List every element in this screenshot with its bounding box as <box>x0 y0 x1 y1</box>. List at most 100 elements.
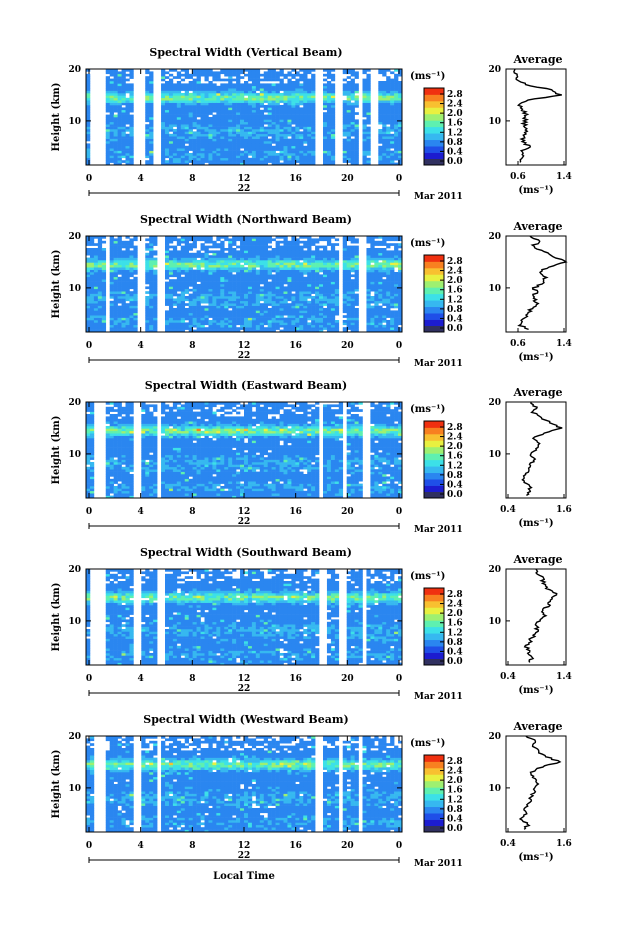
heatmap-cell <box>121 312 126 316</box>
heatmap-cell <box>279 255 284 258</box>
heatmap-cell <box>86 150 91 154</box>
heatmap-cell <box>346 267 351 270</box>
heatmap-cell <box>275 90 280 94</box>
heatmap-cell <box>386 105 391 108</box>
heatmap-cell <box>196 112 201 115</box>
heatmap-cell <box>323 238 328 242</box>
heatmap-cell <box>165 109 170 113</box>
heatmap-cell <box>267 267 272 270</box>
heatmap-cell <box>366 95 371 99</box>
heatmap-cell <box>188 157 193 161</box>
heatmap-cell <box>236 312 241 316</box>
heatmap-cell <box>275 114 280 118</box>
heatmap-cell <box>323 317 328 321</box>
heatmap-cell <box>334 260 340 263</box>
heatmap-cell <box>311 100 316 103</box>
heatmap-cell <box>184 269 189 273</box>
heatmap-cell <box>212 286 217 290</box>
heatmap-cell <box>208 107 213 111</box>
heatmap-cell <box>113 260 118 263</box>
heatmap-cell <box>180 136 186 139</box>
heatmap-cell <box>165 145 170 149</box>
heatmap-cell <box>86 114 91 118</box>
heatmap-cell <box>196 69 201 72</box>
heatmap-cell <box>366 85 371 89</box>
heatmap-cell <box>291 95 296 99</box>
heatmap-cell <box>366 88 371 91</box>
heatmap-cell <box>299 95 304 99</box>
heatmap-cell <box>125 240 130 244</box>
heatmap-cell <box>184 121 189 125</box>
heatmap-cell <box>149 88 154 91</box>
heatmap-cell <box>113 81 118 84</box>
heatmap-cell <box>279 324 284 328</box>
heatmap-cell <box>129 129 134 132</box>
heatmap-cell <box>86 257 91 261</box>
heatmap-cell <box>255 250 261 254</box>
heatmap-cell <box>244 73 249 77</box>
heatmap-cell <box>117 240 122 244</box>
heatmap-cell <box>323 129 328 132</box>
heatmap-cell <box>125 136 130 139</box>
heatmap-cell <box>244 153 249 156</box>
heatmap-cell <box>311 85 316 89</box>
heatmap-cell <box>121 320 126 323</box>
heatmap-cell <box>244 267 249 270</box>
heatmap-cell <box>267 298 272 302</box>
heatmap-cell <box>291 236 296 239</box>
heatmap-cell <box>168 121 174 125</box>
heatmap-cell <box>323 269 328 273</box>
heatmap-cell <box>184 324 189 328</box>
heatmap-cell <box>204 317 209 321</box>
heatmap-cell <box>121 109 126 113</box>
heatmap-cell <box>220 298 225 302</box>
heatmap-cell <box>165 81 170 84</box>
heatmap-cell <box>326 315 332 318</box>
heatmap-cell <box>200 107 205 111</box>
heatmap-cell <box>259 126 265 130</box>
heatmap-cell <box>89 284 95 287</box>
heatmap-cell <box>366 291 371 294</box>
heatmap-cell <box>259 272 265 275</box>
heatmap-cell <box>354 133 359 137</box>
heatmap-cell <box>247 245 253 249</box>
heatmap-cell <box>271 315 276 318</box>
heatmap-cell <box>287 83 292 87</box>
heatmap-cell <box>236 121 241 125</box>
heatmap-cell <box>366 97 371 101</box>
heatmap-cell <box>398 97 403 101</box>
heatmap-cell <box>192 252 197 256</box>
heatmap-cell <box>204 69 209 72</box>
heatmap-cell <box>184 312 189 316</box>
heatmap-cell <box>315 327 320 330</box>
heatmap-cell <box>208 286 213 290</box>
heatmap-cell <box>165 329 170 333</box>
heatmap-cell <box>188 114 193 118</box>
heatmap-cell <box>334 238 340 242</box>
heatmap-cell <box>255 102 261 106</box>
heatmap-cell <box>315 317 320 321</box>
heatmap-cell <box>291 317 296 321</box>
heatmap-cell <box>350 81 355 84</box>
heatmap-cell <box>97 320 103 323</box>
heatmap-cell <box>303 236 308 239</box>
heatmap-cell <box>165 281 170 285</box>
heatmap-cell <box>263 133 268 137</box>
heatmap-cell <box>176 272 182 275</box>
heatmap-cell <box>168 93 174 96</box>
avg-y-tick-label: 20 <box>488 65 501 75</box>
heatmap-cell <box>208 69 213 72</box>
heatmap-cell <box>244 121 249 125</box>
heatmap-cell <box>251 153 257 156</box>
heatmap-cell <box>105 78 110 82</box>
heatmap-cell <box>240 236 245 239</box>
heatmap-cell <box>196 71 201 75</box>
heatmap-cell <box>161 83 166 87</box>
heatmap-cell <box>232 141 237 144</box>
heatmap-cell <box>153 243 158 246</box>
heatmap-cell <box>267 148 272 151</box>
heatmap-cell <box>161 148 166 151</box>
heatmap-cell <box>204 88 209 91</box>
heatmap-cell <box>307 272 312 275</box>
heatmap-cell <box>386 126 391 130</box>
